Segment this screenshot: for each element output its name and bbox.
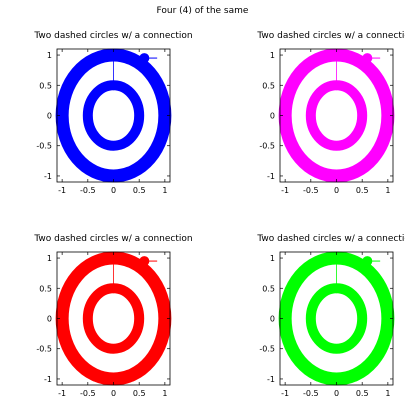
x-tick-label: 1 [162, 186, 167, 195]
x-tick-label: 0.5 [356, 389, 369, 398]
y-tick-label: -1 [44, 172, 52, 181]
subplot-2: Two dashed circles w/ a connection -1 -0.5… [256, 31, 405, 195]
subplot-title: Two dashed circles w/ a connection [33, 234, 192, 244]
circle-inner [82, 283, 145, 354]
y-tick-label: -0.5 [259, 142, 275, 151]
subplot-1: Two dashed circles w/ a connection -1 -0.5… [33, 31, 192, 195]
x-tick-label: 1 [385, 389, 390, 398]
y-tick-label: -1 [267, 172, 275, 181]
x-tick-label: 0.5 [133, 186, 146, 195]
subplot-title: Two dashed circles w/ a connection [256, 31, 405, 41]
x-tick-label: 1 [385, 186, 390, 195]
x-tick-label: -1 [281, 186, 289, 195]
y-tick-label: 0 [47, 315, 52, 324]
subplot-title: Two dashed circles w/ a connection [256, 234, 405, 244]
y-tick-label: 1 [47, 51, 52, 60]
y-tick-label: -0.5 [36, 142, 52, 151]
figure-suptitle: Four (4) of the same [157, 6, 249, 16]
marker-dot [139, 53, 150, 64]
subplot-3: Two dashed circles w/ a connection -1 -0.5… [33, 234, 192, 398]
subplot-grid: Two dashed circles w/ a connection -1 -0.5… [33, 31, 405, 398]
x-tick-label: -0.5 [303, 186, 319, 195]
circle-inner [305, 283, 368, 354]
subplot-title: Two dashed circles w/ a connection [33, 31, 192, 41]
x-tick-label: 0.5 [356, 186, 369, 195]
circle-inner [82, 80, 145, 151]
x-tick-label: 0 [111, 389, 116, 398]
y-tick-label: 0 [270, 112, 275, 121]
x-tick-label: 0 [111, 186, 116, 195]
x-tick-label: -1 [58, 186, 66, 195]
y-tick-label: -0.5 [36, 345, 52, 354]
y-tick-label: 1 [270, 51, 275, 60]
y-tick-label: 0.5 [262, 284, 275, 293]
x-tick-label: 0.5 [133, 389, 146, 398]
x-tick-label: -0.5 [80, 389, 96, 398]
y-tick-label: 0.5 [39, 81, 52, 90]
x-tick-label: 0 [334, 186, 339, 195]
subplot-4: Two dashed circles w/ a connection -1 -0.5… [256, 234, 405, 398]
y-tick-label: -1 [44, 375, 52, 384]
y-tick-label: 0.5 [262, 81, 275, 90]
y-tick-label: 0 [270, 315, 275, 324]
x-tick-label: -0.5 [303, 389, 319, 398]
marker-dot [139, 256, 150, 267]
y-tick-label: 1 [47, 254, 52, 263]
circle-inner [305, 80, 368, 151]
x-tick-label: -1 [58, 389, 66, 398]
x-tick-label: -0.5 [80, 186, 96, 195]
marker-dot [362, 53, 373, 64]
y-tick-label: -1 [267, 375, 275, 384]
y-tick-label: 0 [47, 112, 52, 121]
x-tick-label: 1 [162, 389, 167, 398]
x-tick-label: 0 [334, 389, 339, 398]
y-tick-label: -0.5 [259, 345, 275, 354]
y-tick-label: 1 [270, 254, 275, 263]
marker-dot [362, 256, 373, 267]
x-tick-label: -1 [281, 389, 289, 398]
y-tick-label: 0.5 [39, 284, 52, 293]
